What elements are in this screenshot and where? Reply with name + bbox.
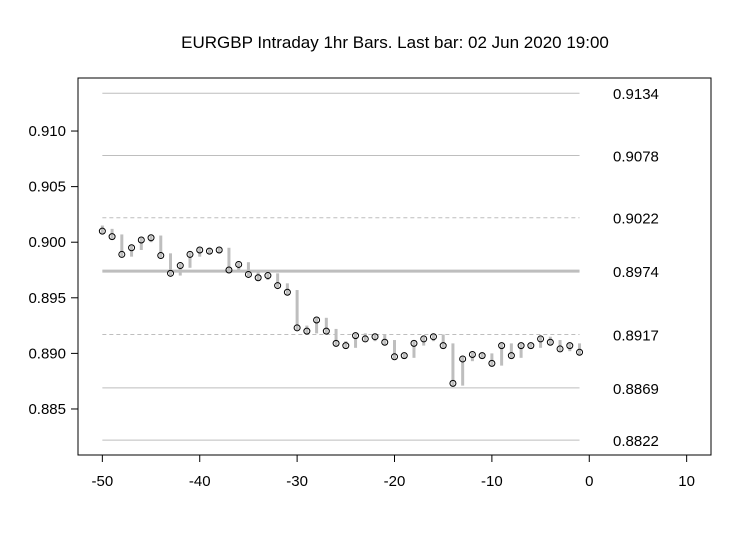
close-point (128, 244, 136, 252)
close-point (98, 227, 106, 235)
level-lines: 0.9134 0.9078 0.9022 0.8974 0.8917 0.8869 0.88… (102, 86, 659, 450)
close-point (468, 350, 476, 358)
close-point (167, 269, 175, 277)
close-point (517, 342, 525, 350)
close-point (361, 335, 369, 343)
close-point (537, 335, 545, 343)
close-point (449, 379, 457, 387)
close-point (556, 345, 564, 353)
close-point (488, 359, 496, 367)
y-tick-label: 0.900 (28, 234, 66, 251)
close-point (576, 348, 584, 356)
close-point (283, 288, 291, 296)
close-point (439, 342, 447, 350)
close-point (157, 252, 165, 260)
axes: -50 -40 -30 -20 -10 0 10 0.885 0.890 0.895 0.900 0.… (28, 123, 695, 490)
close-point (118, 250, 126, 258)
close-point (459, 355, 467, 363)
y-tick-label: 0.890 (28, 345, 66, 362)
y-tick-label: 0.910 (28, 123, 66, 140)
close-point (215, 246, 223, 254)
close-point (381, 338, 389, 346)
x-tick-label: -40 (189, 473, 211, 490)
close-point (498, 342, 506, 350)
x-tick-label: 0 (585, 473, 593, 490)
close-point (186, 250, 194, 258)
close-point (527, 342, 535, 350)
close-point (254, 274, 262, 282)
x-tick-label: -20 (384, 473, 406, 490)
close-point (313, 316, 321, 324)
close-point (332, 339, 340, 347)
close-point (205, 247, 213, 255)
close-point (235, 260, 243, 268)
close-point (147, 234, 155, 242)
close-point (546, 338, 554, 346)
level-label: 0.8917 (613, 327, 659, 344)
x-tick-label: 10 (678, 473, 695, 490)
level-label: 0.9134 (613, 86, 659, 103)
close-point (429, 333, 437, 341)
close-point (264, 272, 272, 280)
level-label: 0.8974 (613, 264, 659, 281)
close-point (342, 342, 350, 350)
close-point (410, 339, 418, 347)
close-point (225, 266, 233, 274)
close-point (176, 262, 184, 270)
close-point (352, 332, 360, 340)
close-point (274, 282, 282, 290)
level-label: 0.8869 (613, 381, 659, 398)
close-point (420, 335, 428, 343)
close-point (566, 342, 574, 350)
x-tick-label: -30 (286, 473, 308, 490)
close-point (196, 246, 204, 254)
chart-title: EURGBP Intraday 1hr Bars. Last bar: 02 J… (181, 33, 609, 52)
level-label: 0.8822 (613, 433, 659, 450)
price-bars (98, 225, 584, 387)
close-point (137, 236, 145, 244)
close-point (322, 327, 330, 335)
close-point (293, 324, 301, 332)
close-point (400, 352, 408, 360)
close-point (371, 333, 379, 341)
x-tick-label: -10 (481, 473, 503, 490)
y-tick-label: 0.885 (28, 401, 66, 418)
close-point (244, 270, 252, 278)
close-point (108, 233, 116, 241)
close-point (478, 352, 486, 360)
y-tick-label: 0.895 (28, 290, 66, 307)
y-tick-label: 0.905 (28, 179, 66, 196)
x-tick-label: -50 (92, 473, 114, 490)
close-point (303, 327, 311, 335)
level-label: 0.9078 (613, 148, 659, 165)
close-point (507, 352, 515, 360)
level-label: 0.9022 (613, 211, 659, 228)
close-point (391, 353, 398, 361)
